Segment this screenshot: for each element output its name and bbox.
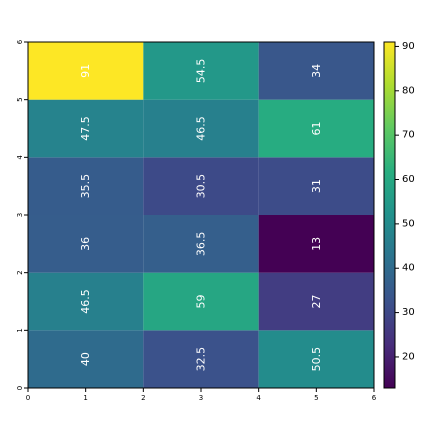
x-tick-label: 1 [83, 394, 87, 402]
cell-value-label-r4-c1: 46.5 [195, 116, 208, 141]
heatmap-cell-r5-c1 [143, 42, 259, 100]
heatmap-cell-r1-c2 [258, 272, 374, 331]
cell-value-label-r5-c0: 91 [79, 64, 92, 78]
y-tick-label: 0 [16, 386, 24, 390]
heatmap-cell-r3-c1 [143, 157, 259, 215]
y-tick-label: 6 [16, 39, 24, 44]
colorbar-gradient [383, 41, 396, 389]
cell-value-label-r0-c1: 32.5 [195, 347, 208, 372]
heatmap-cell-r4-c1 [143, 99, 259, 158]
cell-value-label-r3-c0: 35.5 [79, 174, 92, 199]
heatmap-cell-r1-c0 [28, 272, 144, 331]
heatmap-cell-r3-c0 [28, 157, 144, 215]
x-tick-label: 5 [314, 394, 318, 402]
cell-value-label-r3-c1: 30.5 [195, 174, 208, 199]
heatmap-cell-r0-c0 [28, 330, 144, 388]
heatmap-cell-r5-c0 [28, 42, 144, 100]
x-tick-label: 4 [256, 394, 261, 402]
cell-value-label-r2-c1: 36.5 [195, 232, 208, 256]
x-tick-label: 0 [26, 394, 30, 402]
cell-value-label-r1-c2: 27 [310, 295, 323, 309]
cell-value-label-r2-c0: 36 [79, 237, 92, 251]
colorbar-tick-label: 40 [402, 263, 415, 274]
heatmap-cell-r3-c2 [258, 157, 374, 215]
heatmap-cell-r1-c1 [143, 272, 259, 331]
cell-value-label-r0-c2: 50.5 [310, 347, 323, 372]
heatmap-cell-r2-c0 [28, 215, 144, 273]
cell-value-label-r2-c2: 13 [310, 237, 323, 251]
heatmap-cell-r5-c2 [258, 42, 374, 100]
heatmap-cell-r4-c2 [258, 99, 374, 158]
colorbar-tick-label: 70 [402, 130, 415, 141]
y-axis: 0 1 2 3 4 5 6 [16, 39, 28, 390]
colorbar-tick-label: 60 [402, 174, 415, 185]
cell-value-label-r5-c1: 54.5 [195, 59, 208, 84]
colorbar-tick-label: 80 [402, 85, 415, 96]
colorbar-tick-label: 30 [402, 307, 415, 318]
cell-value-label-r1-c0: 46.5 [79, 289, 92, 314]
y-tick-label: 2 [16, 270, 24, 274]
heatmap-cell-r0-c1 [143, 330, 259, 388]
colorbar-tick-label: 50 [402, 218, 415, 229]
heatmap-cell-r0-c2 [258, 330, 374, 388]
x-tick-label: 3 [199, 394, 203, 402]
y-tick-label: 3 [16, 213, 24, 217]
cell-value-label-r1-c1: 59 [195, 295, 208, 309]
cell-value-label-r4-c2: 61 [310, 122, 323, 136]
y-tick-label: 1 [16, 328, 24, 332]
cell-value-label-r5-c2: 34 [310, 64, 323, 78]
x-axis: 0 1 2 3 4 5 6 [26, 388, 377, 402]
y-tick-label: 4 [16, 155, 24, 160]
colorbar-tick-label: 20 [402, 351, 415, 362]
colorbar: 20 30 40 50 60 70 80 90 [383, 41, 415, 389]
x-tick-label: 2 [141, 394, 145, 402]
colorbar-tick-label: 90 [402, 41, 415, 52]
cell-value-label-r3-c2: 31 [310, 179, 323, 193]
heatmap-cells [28, 42, 374, 388]
colorbar-ticks: 20 30 40 50 60 70 80 90 [395, 41, 415, 362]
cell-value-labels: 40 32.5 50.5 46.5 59 27 36 36.5 13 35.5 30.5 31 47.5… [79, 59, 323, 372]
cell-value-label-r4-c0: 47.5 [79, 116, 92, 141]
cell-value-label-r0-c0: 40 [79, 352, 92, 366]
heatmap-cell-r4-c0 [28, 99, 144, 158]
heatmap-cell-r2-c1 [143, 215, 259, 273]
x-tick-label: 6 [372, 394, 377, 402]
heatmap-cell-r2-c2 [258, 215, 374, 273]
y-tick-label: 5 [16, 97, 24, 101]
